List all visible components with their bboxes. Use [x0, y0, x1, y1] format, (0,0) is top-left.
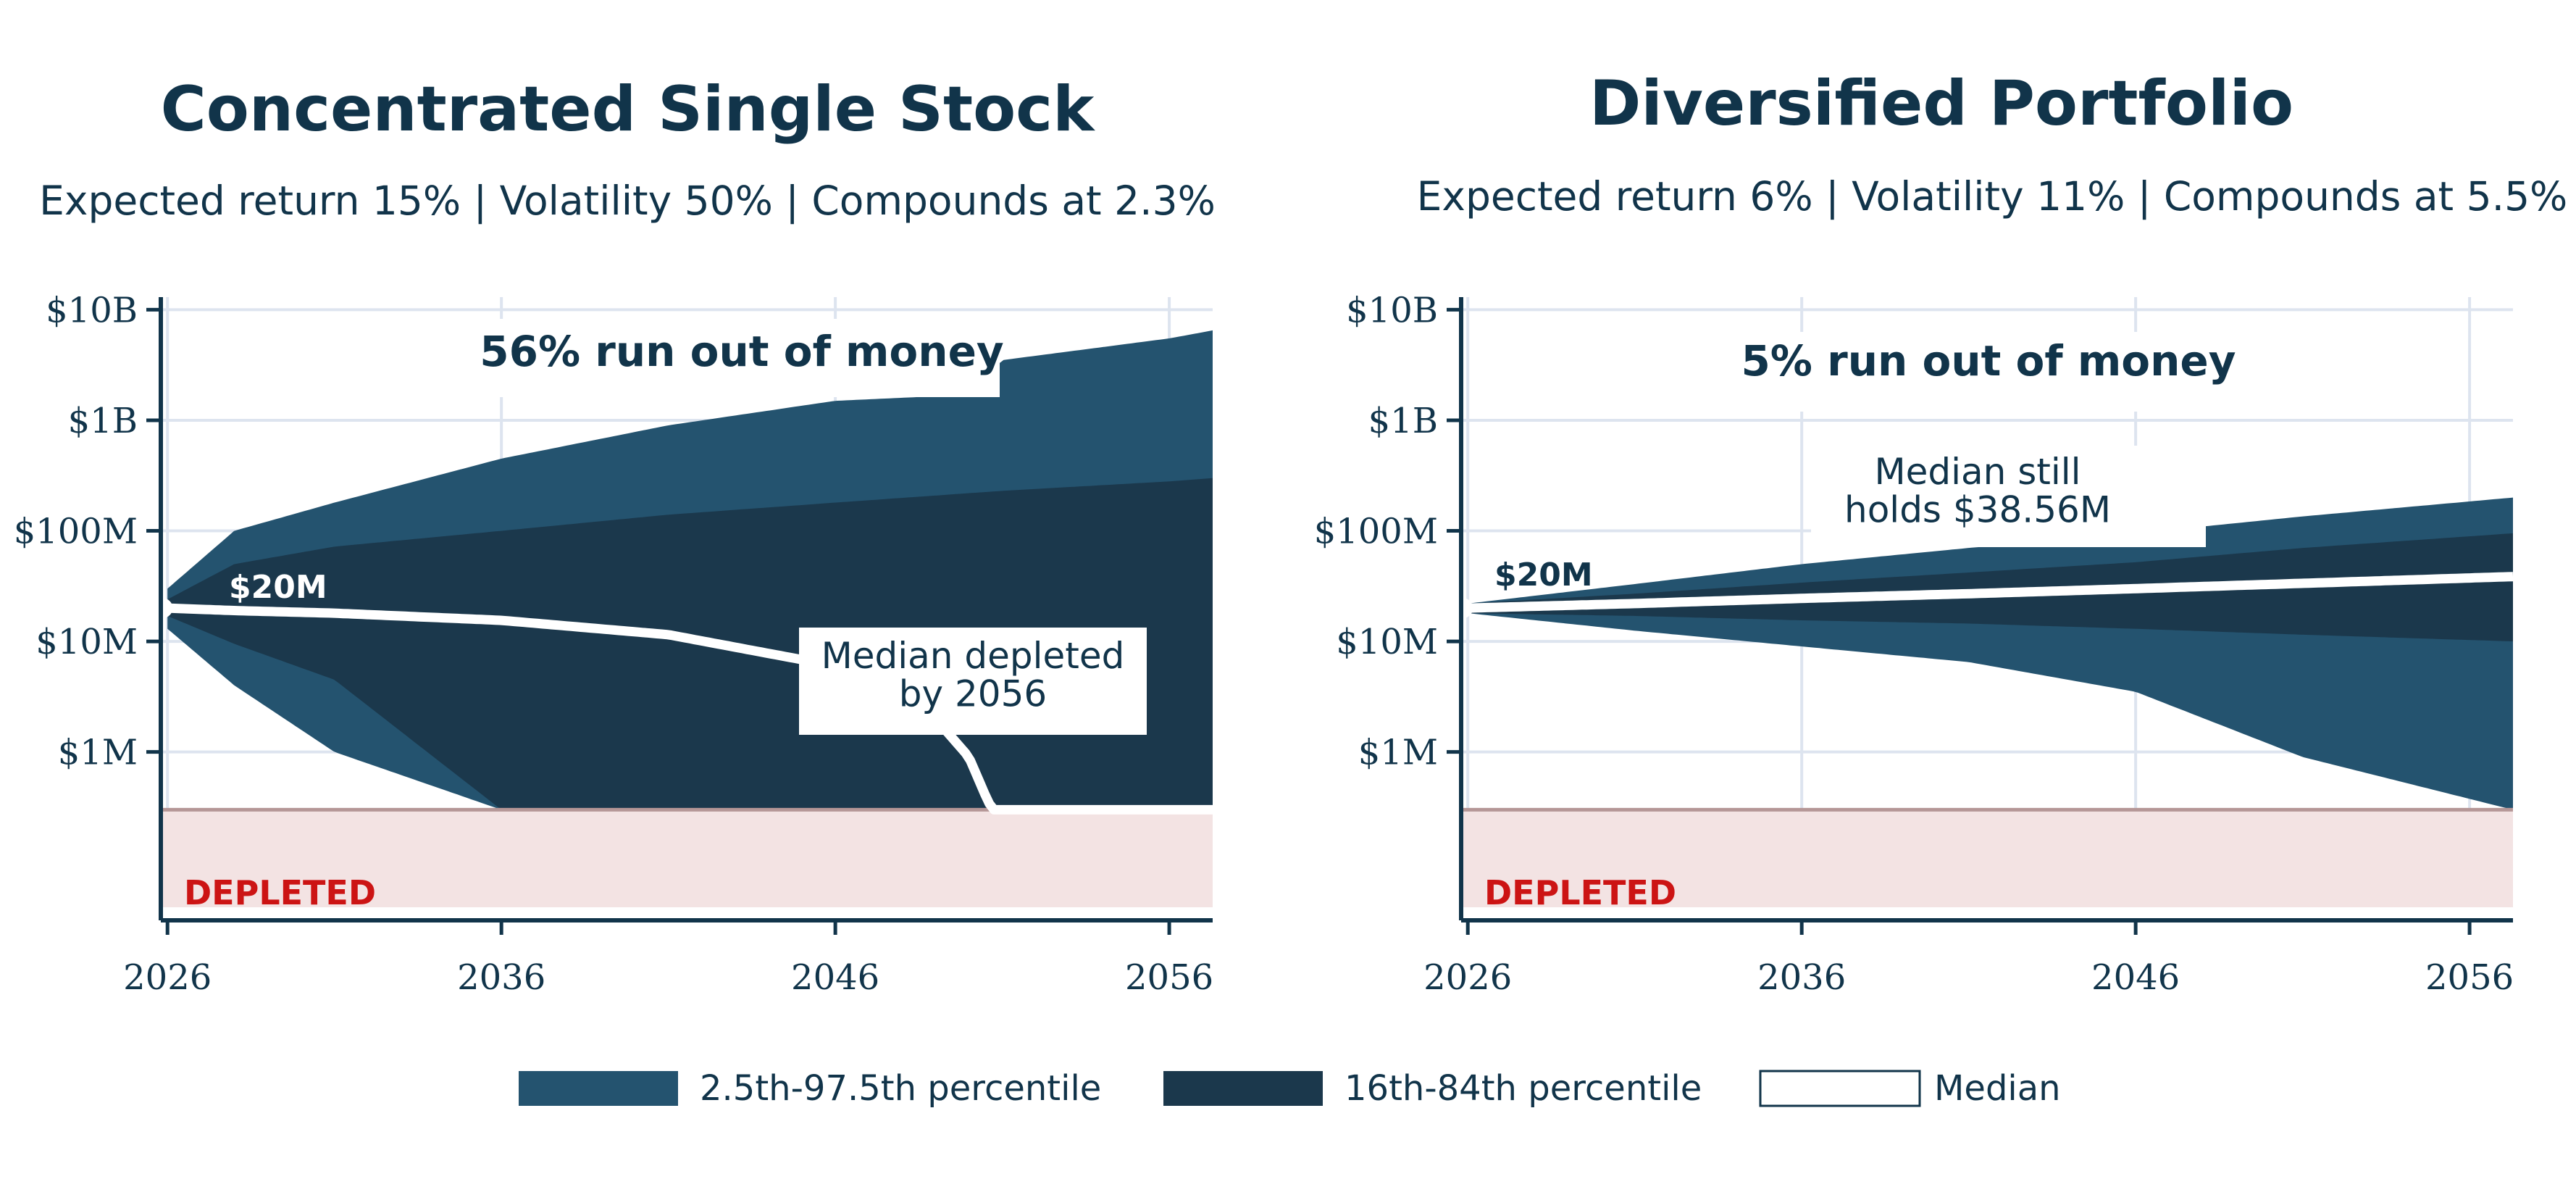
y-tick-label: $1M	[58, 733, 138, 773]
median-line	[167, 603, 1213, 815]
start-value-label: $20M	[1494, 557, 1593, 594]
depleted-label: DEPLETED	[184, 873, 376, 912]
plot-area: DEPLETED $20M	[1461, 497, 2513, 920]
start-value-label: $20M	[229, 569, 327, 606]
annotation-box	[799, 628, 1147, 735]
chart-title: Concentrated Single Stock	[161, 73, 1096, 146]
chart-diversified-portfolio: Diversified Portfolio Expected return 6%…	[1314, 67, 2568, 998]
legend-swatch-inner	[1163, 1071, 1323, 1106]
legend-label: Median	[1934, 1068, 2061, 1109]
annotation-text: by 2056	[899, 673, 1047, 715]
annotation-text: Median still	[1874, 451, 2081, 493]
depleted-label: DEPLETED	[1484, 873, 1676, 912]
x-tick-label: 2046	[2091, 957, 2180, 998]
band-inner	[1468, 533, 2513, 642]
legend-label: 16th-84th percentile	[1345, 1068, 1702, 1109]
annotation-text: 56% run out of money	[480, 327, 1003, 376]
chart-subtitle: Expected return 6% | Volatility 11% | Co…	[1417, 173, 2568, 220]
legend-label: 2.5th-97.5th percentile	[700, 1068, 1101, 1109]
y-tick-label: $1M	[1358, 733, 1438, 773]
legend-swatch-median	[1759, 1070, 1921, 1107]
chart-subtitle: Expected return 15% | Volatility 50% | C…	[39, 178, 1216, 225]
axes: $10B $1B $100M $10M $1M 2026 2036 2046 2056	[14, 290, 1213, 998]
x-tick-label: 2036	[457, 957, 545, 998]
y-tick-label: $1B	[1368, 401, 1438, 441]
zero-strip	[1461, 907, 2513, 920]
x-tick-label: 2056	[2425, 957, 2514, 998]
y-tick-label: $10B	[1346, 290, 1438, 330]
x-tick-label: 2056	[1125, 957, 1213, 998]
annotation-box	[1742, 332, 2235, 412]
annotation-box	[1811, 446, 2206, 547]
y-tick-label: $10M	[35, 622, 138, 662]
annotation-text: holds $38.56M	[1844, 489, 2111, 531]
x-tick-label: 2046	[791, 957, 879, 998]
depleted-zone	[1461, 809, 2513, 920]
legend-swatch-outer	[519, 1071, 678, 1106]
annotation-text: 5% run out of money	[1741, 336, 2236, 386]
start-marker	[161, 598, 173, 619]
x-tick-label: 2026	[123, 957, 212, 998]
annotation-box	[497, 319, 1000, 397]
chart-concentrated-single-stock: Concentrated Single Stock Expected retur…	[14, 73, 1216, 998]
depleted-zone	[161, 809, 1213, 920]
start-marker	[1461, 598, 1473, 619]
axes: $10B $1B $100M $10M $1M 2026 2036 2046 2056	[1314, 290, 2514, 998]
y-tick-label: $10B	[46, 290, 138, 330]
annotation-text: Median depleted	[821, 635, 1125, 677]
y-tick-label: $100M	[1314, 512, 1438, 552]
y-tick-label: $1B	[68, 401, 138, 441]
zero-strip	[161, 907, 1213, 920]
y-tick-label: $100M	[14, 512, 138, 552]
y-tick-label: $10M	[1336, 622, 1438, 662]
legend: 2.5th-97.5th percentile 16th-84th percen…	[519, 1068, 2061, 1109]
x-tick-label: 2026	[1423, 957, 1512, 998]
chart-title: Diversified Portfolio	[1589, 67, 2293, 140]
median-line	[1468, 572, 2513, 613]
x-tick-label: 2036	[1757, 957, 1846, 998]
